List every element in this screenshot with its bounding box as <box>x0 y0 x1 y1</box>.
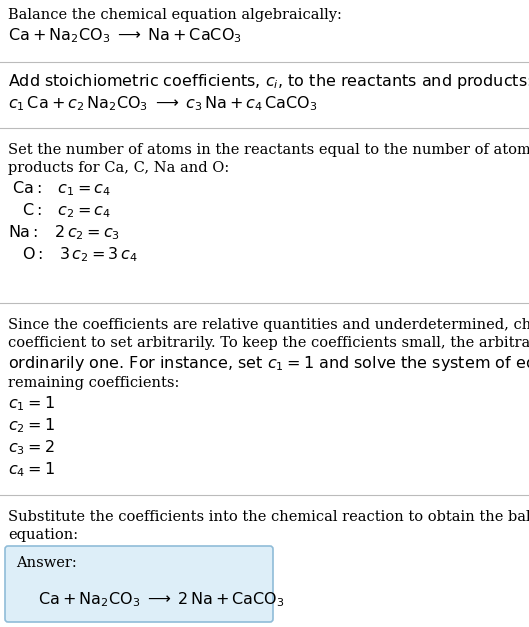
Text: Balance the chemical equation algebraically:: Balance the chemical equation algebraica… <box>8 8 342 22</box>
Text: products for Ca, C, Na and O:: products for Ca, C, Na and O: <box>8 161 229 175</box>
Text: Set the number of atoms in the reactants equal to the number of atoms in the: Set the number of atoms in the reactants… <box>8 143 529 157</box>
Text: coefficient to set arbitrarily. To keep the coefficients small, the arbitrary va: coefficient to set arbitrarily. To keep … <box>8 336 529 350</box>
Text: Answer:: Answer: <box>16 556 77 570</box>
Text: $\mathrm{O{:}}\;\;\; 3\,c_2 = 3\,c_4$: $\mathrm{O{:}}\;\;\; 3\,c_2 = 3\,c_4$ <box>22 245 138 264</box>
Text: remaining coefficients:: remaining coefficients: <box>8 376 179 390</box>
Text: $\mathrm{Na{:}}\;\;\; 2\,c_2 = c_3$: $\mathrm{Na{:}}\;\;\; 2\,c_2 = c_3$ <box>8 223 120 241</box>
Text: $c_1 = 1$: $c_1 = 1$ <box>8 394 55 413</box>
FancyBboxPatch shape <box>5 546 273 622</box>
Text: $\mathrm{Ca + Na_2CO_3 \;\longrightarrow\; 2\,Na + CaCO_3}$: $\mathrm{Ca + Na_2CO_3 \;\longrightarrow… <box>38 590 285 609</box>
Text: ordinarily one. For instance, set $c_1 = 1$ and solve the system of equations fo: ordinarily one. For instance, set $c_1 =… <box>8 354 529 373</box>
Text: $\mathrm{C{:}}\;\;\; c_2 = c_4$: $\mathrm{C{:}}\;\;\; c_2 = c_4$ <box>22 201 111 219</box>
Text: $\mathrm{Ca + Na_2CO_3 \;\longrightarrow\; Na + CaCO_3}$: $\mathrm{Ca + Na_2CO_3 \;\longrightarrow… <box>8 26 242 45</box>
Text: Substitute the coefficients into the chemical reaction to obtain the balanced: Substitute the coefficients into the che… <box>8 510 529 524</box>
Text: $c_1\,\mathrm{Ca} + c_2\,\mathrm{Na_2CO_3} \;\longrightarrow\; c_3\,\mathrm{Na} : $c_1\,\mathrm{Ca} + c_2\,\mathrm{Na_2CO_… <box>8 94 318 113</box>
Text: Add stoichiometric coefficients, $c_i$, to the reactants and products:: Add stoichiometric coefficients, $c_i$, … <box>8 72 529 91</box>
Text: equation:: equation: <box>8 528 78 542</box>
Text: $c_4 = 1$: $c_4 = 1$ <box>8 460 55 478</box>
Text: $\mathrm{Ca{:}}\;\;\; c_1 = c_4$: $\mathrm{Ca{:}}\;\;\; c_1 = c_4$ <box>12 179 111 198</box>
Text: Since the coefficients are relative quantities and underdetermined, choose a: Since the coefficients are relative quan… <box>8 318 529 332</box>
Text: $c_2 = 1$: $c_2 = 1$ <box>8 416 55 435</box>
Text: $c_3 = 2$: $c_3 = 2$ <box>8 438 54 456</box>
